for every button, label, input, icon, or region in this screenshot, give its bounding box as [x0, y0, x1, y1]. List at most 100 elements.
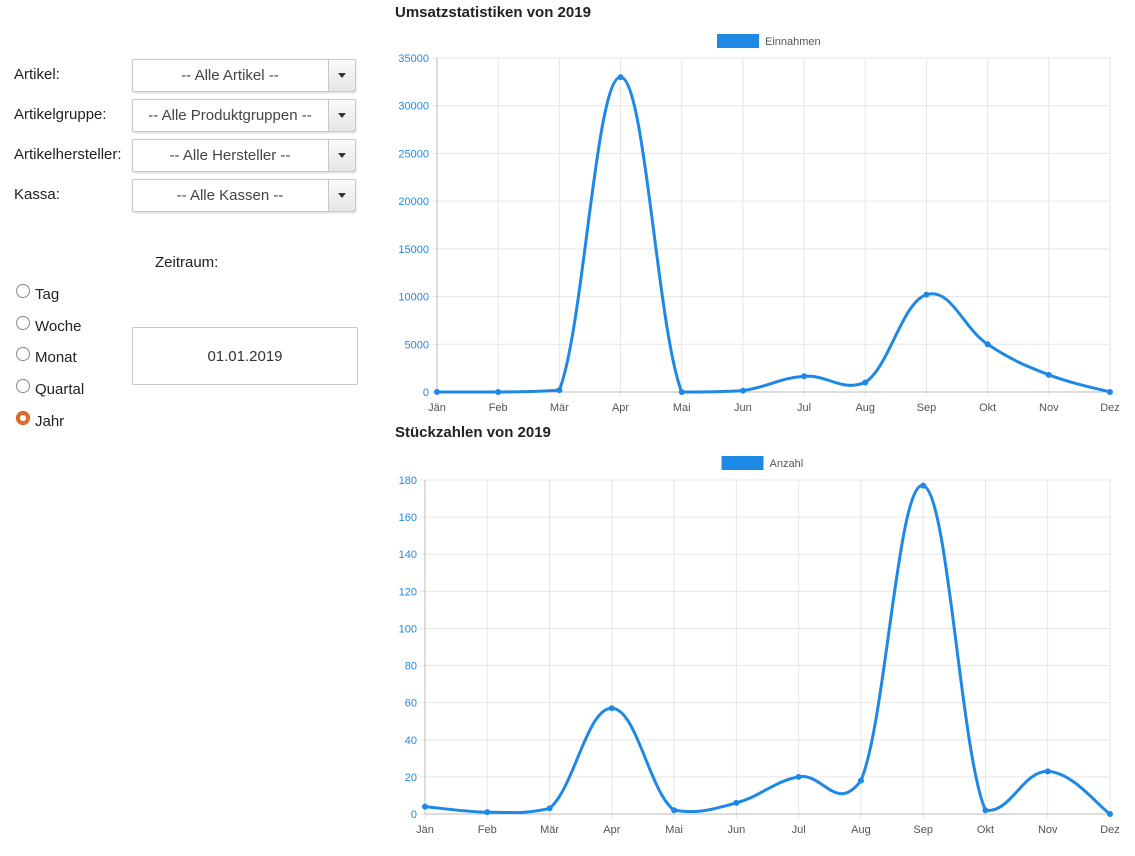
radio-monat[interactable]: Monat — [16, 346, 77, 366]
chart-title-umsatz: Umsatzstatistiken von 2019 — [395, 4, 591, 21]
x-tick-label: Sep — [913, 824, 933, 836]
legend-swatch[interactable] — [717, 34, 759, 48]
data-point[interactable] — [862, 379, 869, 386]
data-point[interactable] — [733, 799, 740, 806]
x-tick-label: Feb — [489, 402, 508, 414]
data-point[interactable] — [608, 705, 615, 712]
data-point[interactable] — [795, 773, 802, 780]
y-tick-label: 160 — [399, 512, 417, 524]
chart-title-stueck: Stückzahlen von 2019 — [395, 424, 551, 441]
y-tick-label: 20 — [405, 772, 417, 784]
y-tick-label: 180 — [399, 475, 417, 487]
x-tick-label: Aug — [855, 402, 875, 414]
legend-label[interactable]: Einnahmen — [765, 36, 821, 48]
y-tick-label: 35000 — [398, 53, 429, 65]
x-tick-label: Nov — [1039, 402, 1059, 414]
y-tick-label: 20000 — [398, 196, 429, 208]
chevron-down-icon[interactable] — [328, 140, 355, 171]
data-point[interactable] — [923, 291, 930, 298]
x-tick-label: Okt — [979, 402, 996, 414]
x-tick-label: Dez — [1100, 402, 1120, 414]
x-tick-label: Jun — [727, 824, 745, 836]
chevron-down-icon[interactable] — [328, 60, 355, 91]
x-tick-label: Sep — [917, 402, 937, 414]
radio-woche[interactable]: Woche — [16, 315, 82, 335]
date-field[interactable]: 01.01.2019 — [132, 327, 358, 385]
radio-label-woche: Woche — [35, 318, 82, 335]
radio-jahr[interactable]: Jahr — [16, 410, 65, 430]
data-point[interactable] — [671, 807, 678, 814]
legend-label[interactable]: Anzahl — [770, 458, 804, 470]
kassa-select[interactable]: -- Alle Kassen -- — [132, 179, 356, 212]
data-point[interactable] — [1107, 389, 1113, 395]
data-point[interactable] — [920, 482, 927, 489]
data-point[interactable] — [739, 387, 746, 394]
x-tick-label: Jul — [792, 824, 806, 836]
artikelhersteller-label: Artikelhersteller: — [14, 146, 122, 163]
artikel-select-value: -- Alle Artikel -- — [181, 67, 279, 84]
x-tick-label: Nov — [1038, 824, 1058, 836]
y-tick-label: 140 — [399, 549, 417, 561]
chevron-down-icon[interactable] — [328, 100, 355, 131]
data-point[interactable] — [495, 389, 502, 395]
artikelgruppe-select-value: -- Alle Produktgruppen -- — [148, 107, 312, 124]
data-point[interactable] — [982, 807, 989, 814]
x-tick-label: Jän — [428, 402, 446, 414]
radio-label-tag: Tag — [35, 286, 60, 303]
x-tick-label: Okt — [977, 824, 994, 836]
zeitraum-label: Zeitraum: — [155, 254, 219, 271]
data-point[interactable] — [422, 803, 428, 810]
artikel-label: Artikel: — [14, 66, 60, 83]
radio-button[interactable] — [16, 378, 30, 393]
y-tick-label: 0 — [423, 387, 429, 399]
artikelgruppe-select[interactable]: -- Alle Produktgruppen -- — [132, 99, 356, 132]
radio-label-jahr: Jahr — [35, 413, 65, 430]
data-point[interactable] — [1045, 371, 1052, 378]
radio-tag[interactable]: Tag — [16, 283, 60, 303]
data-point[interactable] — [1044, 768, 1051, 775]
radio-button[interactable] — [16, 346, 30, 361]
data-point[interactable] — [434, 389, 440, 395]
data-point[interactable] — [678, 389, 685, 395]
x-tick-label: Mai — [665, 824, 683, 836]
x-tick-label: Mär — [550, 402, 569, 414]
radio-label-monat: Monat — [35, 349, 77, 366]
y-tick-label: 80 — [405, 661, 417, 673]
y-tick-label: 100 — [399, 623, 417, 635]
data-point[interactable] — [857, 777, 864, 784]
x-tick-label: Feb — [478, 824, 497, 836]
data-point[interactable] — [546, 805, 553, 812]
radio-button[interactable] — [16, 315, 30, 330]
x-tick-label: Apr — [603, 824, 620, 836]
y-tick-label: 5000 — [405, 339, 429, 351]
data-point[interactable] — [984, 341, 991, 348]
x-tick-label: Jän — [416, 824, 434, 836]
y-tick-label: 120 — [399, 586, 417, 598]
radio-quartal[interactable]: Quartal — [16, 378, 84, 398]
kassa-select-value: -- Alle Kassen -- — [176, 187, 284, 204]
y-tick-label: 0 — [411, 809, 417, 821]
legend-swatch[interactable] — [721, 456, 764, 470]
series-line — [437, 75, 1111, 394]
data-point[interactable] — [556, 387, 563, 394]
y-tick-label: 10000 — [398, 292, 429, 304]
artikelhersteller-select-value: -- Alle Hersteller -- — [169, 147, 291, 164]
data-point[interactable] — [801, 373, 808, 380]
data-point[interactable] — [1107, 811, 1113, 817]
y-tick-label: 30000 — [398, 101, 429, 113]
series-line — [424, 484, 1111, 816]
date-value: 01.01.2019 — [207, 347, 283, 365]
artikel-select[interactable]: -- Alle Artikel -- — [132, 59, 356, 92]
artikelhersteller-select[interactable]: -- Alle Hersteller -- — [132, 139, 356, 172]
kassa-label: Kassa: — [14, 186, 60, 203]
radio-button[interactable] — [16, 283, 30, 298]
data-point[interactable] — [484, 809, 491, 816]
revenue-chart: Einnahmen 0 5000 10000 15000 20000 25000 30000 3… — [398, 34, 1120, 414]
data-point[interactable] — [617, 74, 624, 81]
x-tick-label: Aug — [851, 824, 871, 836]
quantity-chart: Anzahl 0 20 40 60 80 100 120 140 160 180 Jän Feb Mär A… — [399, 456, 1120, 836]
x-tick-label: Dez — [1100, 824, 1120, 836]
radio-button-checked[interactable] — [16, 410, 30, 425]
chevron-down-icon[interactable] — [328, 180, 355, 211]
y-tick-label: 15000 — [398, 244, 429, 256]
